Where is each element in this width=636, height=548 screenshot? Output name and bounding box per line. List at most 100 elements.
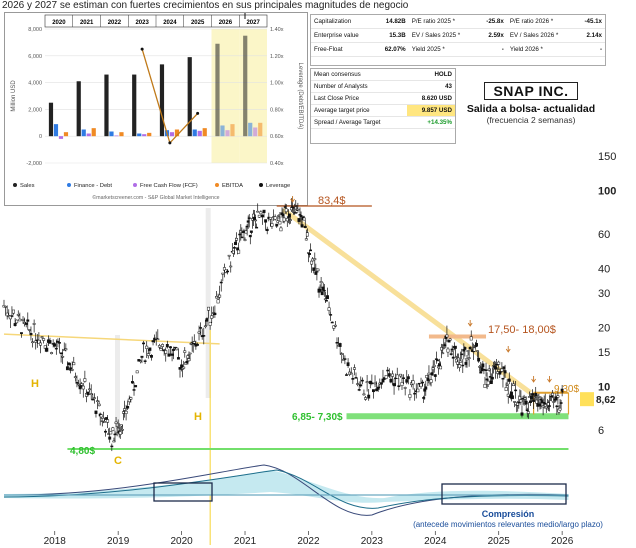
- candle-body: [142, 342, 145, 345]
- candle-body: [489, 380, 493, 385]
- candle-body: [432, 364, 436, 367]
- y-tick-label: 4,000: [28, 81, 42, 87]
- candle-body: [248, 234, 252, 238]
- bar-1: [220, 125, 225, 137]
- candle-body: [281, 213, 285, 217]
- candle-body: [345, 374, 348, 376]
- candle-body: [302, 217, 306, 221]
- consensus-row: Number of Analysts 43: [311, 80, 455, 93]
- bar-3: [174, 129, 180, 137]
- candle-body: [419, 383, 423, 388]
- year-label: 2027: [246, 20, 260, 26]
- candle-body: [316, 268, 320, 272]
- candle-body: [35, 339, 39, 342]
- candle-body: [333, 324, 337, 327]
- valuation-value: 14.82B: [374, 15, 409, 29]
- candle-body: [109, 431, 113, 435]
- candle-body: [542, 402, 546, 404]
- candle-body: [422, 397, 426, 399]
- bar-2: [169, 132, 175, 137]
- chart-caption: 2026 y 2027 se estiman con fuertes creci…: [2, 0, 409, 11]
- candle-body: [293, 212, 297, 214]
- candle-body: [250, 218, 254, 221]
- candle-body: [427, 372, 431, 375]
- annotation-support: 6,85- 7,30$: [292, 412, 343, 423]
- candle-body: [431, 367, 435, 370]
- legend-swatch: [215, 183, 219, 187]
- candle-body: [110, 445, 114, 448]
- candle-body: [383, 377, 387, 380]
- candle-body: [240, 236, 244, 239]
- valuation-value: 2.59x: [477, 28, 507, 43]
- candle-body: [98, 413, 102, 417]
- candle-body: [97, 403, 101, 407]
- candle-body: [117, 430, 121, 434]
- candle-body: [508, 395, 512, 398]
- candle-body: [490, 376, 494, 380]
- candle-body: [435, 359, 439, 362]
- candle-body: [286, 216, 290, 218]
- candle-body: [483, 384, 487, 388]
- candle-body: [191, 342, 195, 345]
- candle-body: [192, 341, 196, 344]
- consensus-label: Number of Analysts: [311, 80, 407, 93]
- candle-body: [140, 355, 144, 358]
- candle-body: [227, 254, 231, 257]
- candle-body: [64, 348, 68, 351]
- candle-body: [122, 411, 125, 414]
- candle-body: [484, 369, 488, 371]
- candle-body: [439, 365, 443, 370]
- candle-body: [61, 355, 65, 358]
- valuation-row: Capitalization 14.82B P/E ratio 2025 * -25.…: [311, 15, 605, 29]
- candle-body: [557, 408, 561, 413]
- candle-body: [264, 219, 268, 223]
- consensus-label: Last Close Price: [311, 92, 407, 105]
- candle-body: [303, 225, 307, 229]
- candle-body: [524, 400, 528, 405]
- company-title: SNAP INC.: [484, 82, 578, 100]
- candle-body: [515, 404, 519, 406]
- year-label: 2020: [52, 20, 66, 26]
- candle-body: [222, 267, 226, 271]
- year-label: 2026: [219, 20, 233, 26]
- candle-body: [232, 247, 236, 249]
- candle-body: [289, 219, 292, 221]
- consensus-value: 8.620 USD: [406, 92, 455, 105]
- candle-body: [156, 338, 160, 341]
- candle-body: [516, 401, 520, 406]
- candle-body: [429, 379, 433, 383]
- legend-label: Free Cash Flow (FCF): [140, 183, 198, 189]
- bar-1: [81, 129, 86, 137]
- candle-body: [189, 343, 193, 345]
- candle-body: [211, 312, 215, 314]
- candle-body: [69, 367, 73, 371]
- candle-body: [527, 396, 531, 398]
- candle-body: [387, 373, 391, 377]
- candle-body: [520, 412, 524, 416]
- candle-body: [134, 385, 138, 388]
- event-band: [114, 335, 120, 435]
- candle-body: [499, 368, 503, 371]
- candle-body: [89, 393, 93, 395]
- candle-body: [513, 401, 517, 403]
- candle-body: [138, 360, 142, 363]
- candle-body: [239, 230, 243, 233]
- candle-body: [468, 346, 472, 350]
- consensus-value: 9.857 USD: [406, 104, 455, 117]
- candle-body: [335, 342, 339, 344]
- candle-body: [348, 371, 352, 375]
- year-label: 2022: [108, 20, 122, 26]
- candle-body: [273, 216, 277, 220]
- candle-body: [548, 405, 551, 407]
- candle-body: [394, 377, 398, 380]
- year-label: 2024: [163, 20, 177, 26]
- candle-body: [105, 417, 108, 420]
- candle-body: [86, 391, 90, 396]
- candle-body: [106, 419, 110, 423]
- candle-body: [463, 347, 467, 350]
- candle-body: [494, 366, 497, 370]
- candle-body: [368, 380, 372, 385]
- y-tick-label: 40: [598, 264, 610, 276]
- candle-body: [389, 378, 393, 383]
- x-tick-label: 2019: [107, 536, 130, 547]
